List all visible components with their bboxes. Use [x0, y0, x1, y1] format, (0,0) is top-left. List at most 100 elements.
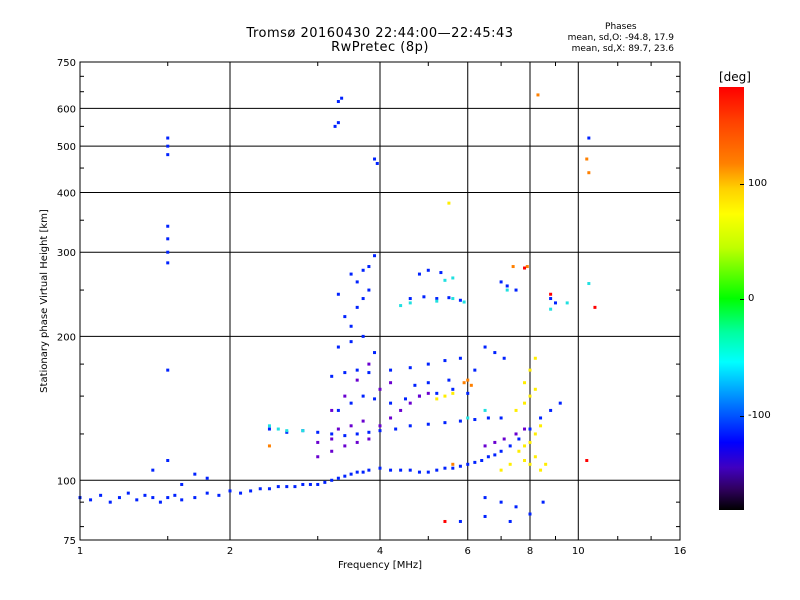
data-point — [587, 282, 591, 286]
data-point — [343, 315, 347, 319]
data-point — [361, 297, 365, 301]
y-tick-label: 75 — [63, 536, 76, 547]
data-point — [217, 493, 221, 497]
data-point — [585, 157, 589, 161]
data-point — [499, 280, 503, 284]
data-point — [151, 496, 155, 500]
data-point — [493, 453, 497, 457]
data-point — [539, 424, 543, 428]
data-point — [539, 416, 543, 420]
colorbar-title: [deg] — [719, 70, 751, 84]
data-point — [166, 496, 170, 500]
data-point — [267, 487, 271, 491]
data-point — [458, 519, 462, 523]
data-point — [301, 429, 305, 433]
data-point — [336, 121, 340, 125]
data-point — [523, 266, 527, 270]
x-tick-label: 16 — [674, 546, 687, 557]
data-point — [553, 301, 557, 305]
data-point — [422, 295, 426, 299]
data-point — [458, 356, 462, 360]
data-point — [408, 366, 412, 370]
data-point — [367, 288, 371, 292]
data-point — [505, 284, 509, 288]
data-point — [361, 419, 365, 423]
data-point — [343, 394, 347, 398]
data-point — [323, 480, 327, 484]
data-point — [413, 383, 417, 387]
data-point — [349, 324, 353, 328]
data-point — [483, 345, 487, 349]
data-point — [316, 455, 320, 459]
data-point — [528, 368, 532, 372]
data-point — [276, 427, 280, 431]
data-point — [330, 432, 334, 436]
data-point — [508, 519, 512, 523]
data-point — [343, 371, 347, 375]
data-point — [483, 444, 487, 448]
data-point — [355, 440, 359, 444]
data-point — [361, 334, 365, 338]
data-point — [330, 478, 334, 482]
data-point — [533, 432, 537, 436]
data-point — [316, 440, 320, 444]
data-point — [361, 268, 365, 272]
data-point — [451, 387, 455, 391]
y-tick-label: 600 — [57, 104, 76, 115]
data-point — [587, 136, 591, 140]
data-point — [355, 280, 359, 284]
data-point — [330, 449, 334, 453]
data-point — [462, 381, 466, 385]
data-point — [451, 276, 455, 280]
data-point — [399, 408, 403, 412]
data-point — [166, 261, 170, 265]
data-point — [343, 444, 347, 448]
data-point — [528, 394, 532, 398]
data-point — [276, 485, 280, 489]
y-tick-label: 300 — [57, 248, 76, 259]
data-point — [473, 460, 477, 464]
data-point — [528, 427, 532, 431]
data-point — [378, 466, 382, 470]
data-point — [466, 378, 470, 382]
data-point — [355, 305, 359, 309]
data-point — [480, 458, 484, 462]
data-point — [499, 500, 503, 504]
data-point — [349, 272, 353, 276]
data-point — [158, 500, 162, 504]
data-point — [367, 371, 371, 375]
y-tick-label: 200 — [57, 332, 76, 343]
data-point — [514, 432, 518, 436]
data-point — [585, 458, 589, 462]
x-tick-label: 8 — [527, 546, 533, 557]
data-point — [528, 512, 532, 516]
points-layer — [78, 93, 597, 523]
data-point — [117, 496, 121, 500]
data-point — [451, 297, 455, 301]
data-point — [523, 458, 527, 462]
data-point — [435, 391, 439, 395]
data-point — [166, 368, 170, 372]
data-point — [108, 500, 112, 504]
data-point — [389, 468, 393, 472]
data-point — [408, 468, 412, 472]
data-point — [267, 424, 271, 428]
data-point — [499, 416, 503, 420]
data-point — [544, 462, 548, 466]
data-point — [336, 292, 340, 296]
data-point — [466, 462, 470, 466]
phase-colorbar — [719, 87, 744, 510]
data-point — [180, 482, 184, 486]
data-point — [166, 153, 170, 157]
data-point — [89, 498, 93, 502]
data-point — [443, 466, 447, 470]
data-point — [466, 416, 470, 420]
data-point — [499, 468, 503, 472]
data-point — [166, 136, 170, 140]
data-point — [389, 381, 393, 385]
data-point — [316, 430, 320, 434]
data-point — [389, 368, 393, 372]
phases-x-stats: mean, sd,X: 89.7, 23.6 — [571, 44, 674, 54]
data-point — [126, 491, 130, 495]
data-point — [336, 408, 340, 412]
